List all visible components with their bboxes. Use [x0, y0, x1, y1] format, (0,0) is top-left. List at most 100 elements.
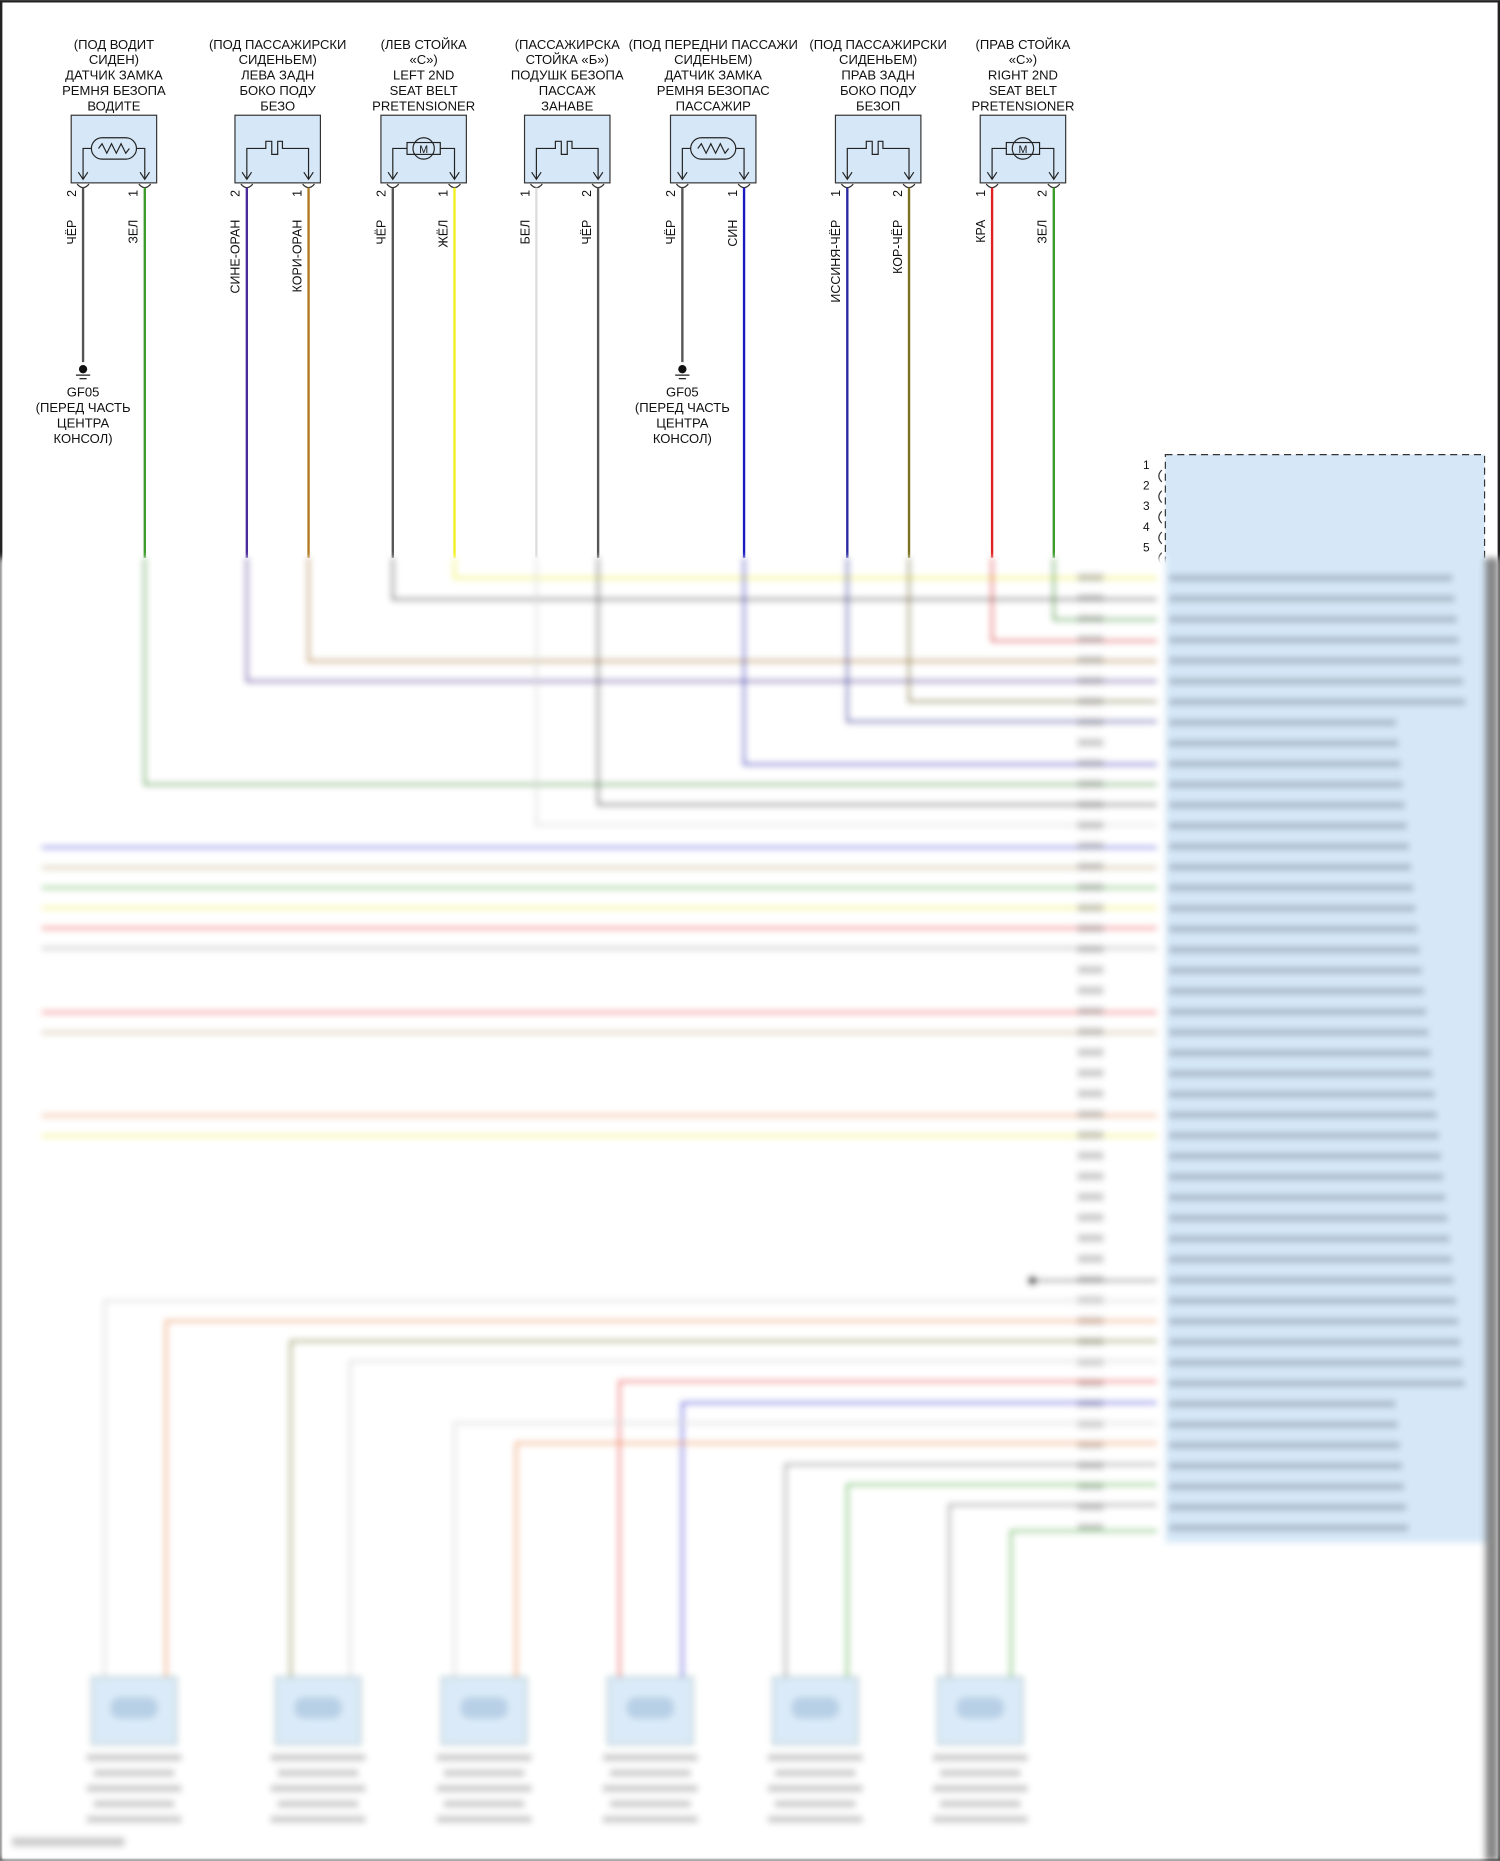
- module-pin-text: [1168, 1400, 1396, 1408]
- module-pin-text: [1168, 1008, 1427, 1016]
- module-pin-socket: [1158, 510, 1163, 524]
- bottom-connector-label: [436, 1815, 532, 1823]
- module-pin-text: [1168, 677, 1464, 685]
- module-pin-text: [1168, 1338, 1461, 1346]
- connector-label-line: PRETENSIONER: [971, 98, 1074, 113]
- module-pin-socket: [1158, 469, 1163, 483]
- connector-label-line: (ЛЕВ СТОЙКА: [381, 37, 467, 52]
- bottom-connector-label: [277, 1800, 359, 1808]
- wire: [1009, 1529, 1158, 1680]
- bottom-connector-label: [602, 1754, 698, 1762]
- pin-arrow: [77, 171, 89, 181]
- wire-color-label: СИН: [726, 220, 740, 247]
- wire-color-label: ЧЁР: [664, 220, 678, 245]
- module-pin-text: [1168, 925, 1418, 933]
- connector-label-line: БЕЗО: [260, 98, 295, 113]
- wire: [845, 557, 1158, 724]
- connector-label-line: (ПОД ПАССАЖИРСКИ: [209, 37, 346, 52]
- bottom-connector-label: [270, 1754, 366, 1762]
- bottom-connector-label: [767, 1754, 863, 1762]
- module-pin-text: [1168, 719, 1397, 727]
- connector-label-line: RIGHT 2ND: [988, 68, 1058, 83]
- module-pin-text: [1168, 760, 1401, 768]
- module-pin-text: [1168, 1070, 1433, 1078]
- bottom-connector-label: [609, 1769, 691, 1777]
- wire-code: [1077, 717, 1104, 727]
- ground-label-line: GF05: [666, 384, 699, 399]
- connector-label-line: ПАССАЖИР: [676, 98, 751, 113]
- wire-code: [1077, 944, 1104, 954]
- footer-code: [11, 1837, 125, 1847]
- pin-arrow: [303, 171, 314, 181]
- wire: [102, 1299, 1158, 1680]
- connector-label-line: (ПАССАЖИРСКА: [515, 37, 620, 52]
- module-pin-text: [1168, 1379, 1465, 1387]
- lead: [1039, 147, 1055, 179]
- module-pin-socket: [1158, 490, 1163, 503]
- lead: [82, 147, 92, 179]
- wire-code: [1077, 821, 1104, 830]
- module-pin-text: [1168, 1255, 1452, 1264]
- wire: [307, 557, 1158, 663]
- connector-label-line: ПРАВ ЗАДН: [841, 68, 915, 83]
- bottom-connector-label: [436, 1754, 532, 1762]
- bottom-connector-label: [932, 1754, 1028, 1762]
- bottom-connector-label: [86, 1784, 182, 1793]
- wire-code: [1077, 841, 1104, 851]
- wire-code: [1077, 697, 1104, 706]
- bottom-connector-symbol: [791, 1697, 840, 1719]
- pin-number: 1: [829, 190, 843, 197]
- pin-arrow: [241, 171, 253, 181]
- pin-arrow: [531, 171, 542, 181]
- pin-number: 2: [229, 190, 243, 197]
- ground-icon: [678, 365, 687, 374]
- bottom-connector-symbol: [460, 1697, 508, 1719]
- module-pin-text: [1168, 1317, 1459, 1325]
- module-pin-text: [1168, 1276, 1454, 1284]
- wire: [845, 1483, 1158, 1680]
- wire-color-label: СИНЕ-ОРАН: [229, 220, 243, 294]
- lead: [735, 147, 745, 179]
- connector-label-line: РЕМНЯ БЕЗОПАС: [657, 83, 770, 98]
- motor-icon: [387, 137, 460, 181]
- module-pin-text: [1168, 1235, 1450, 1243]
- resistor-zigzag: [697, 142, 730, 155]
- wire: [514, 1441, 1158, 1680]
- wire: [348, 1359, 1158, 1680]
- ground-label-line: ЦЕНТРА: [57, 415, 110, 430]
- connector-label-line: СИДЕНЬЕМ): [239, 52, 317, 67]
- bottom-connector-label: [602, 1784, 698, 1793]
- wire-code: [1077, 1151, 1104, 1160]
- motor-icon: [986, 137, 1060, 181]
- pin-number: 1: [127, 190, 141, 197]
- wire: [784, 1463, 1158, 1680]
- pin-number: 1: [726, 190, 740, 197]
- wire: [143, 557, 1158, 787]
- module-pin-text: [1168, 780, 1403, 789]
- module-pin-text: [1168, 1359, 1463, 1367]
- wire-code: [1077, 1110, 1104, 1119]
- module-pin-text: [1168, 1028, 1429, 1036]
- wire-code: [1077, 779, 1104, 789]
- bottom-connector-label: [774, 1800, 856, 1808]
- bottom-connector-label: [932, 1815, 1028, 1823]
- connector-label-line: СИДЕНЬЕМ): [839, 52, 917, 67]
- scroll-edge: [1484, 557, 1499, 1861]
- lead: [681, 147, 691, 179]
- bottom-connector-symbol: [110, 1697, 158, 1719]
- module-pin-text: [1168, 1524, 1409, 1532]
- switch-icon: [241, 140, 314, 181]
- connector-label-line: СТОЙКА «Б»): [526, 52, 609, 67]
- module-pin-text: [1168, 1462, 1402, 1470]
- pin-number: 2: [1036, 190, 1050, 197]
- ground-label-line: (ПЕРЕД ЧАСТЬ: [36, 400, 131, 415]
- bottom-connector-label: [86, 1754, 182, 1762]
- pin-arrow: [677, 171, 688, 181]
- wire-code: [1077, 903, 1104, 912]
- bottom-connector-label: [939, 1769, 1021, 1777]
- bottom-connector-label: [86, 1815, 182, 1823]
